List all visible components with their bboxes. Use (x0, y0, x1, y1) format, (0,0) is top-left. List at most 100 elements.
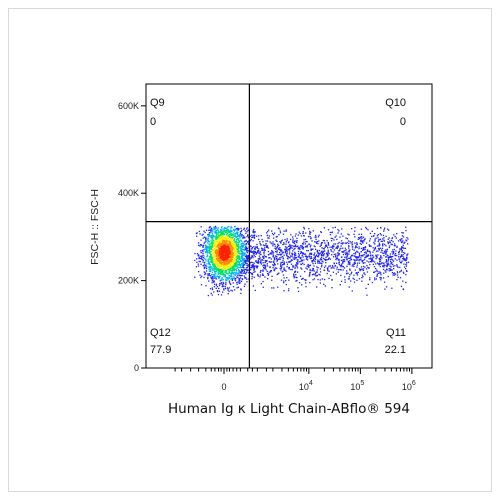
event-dot (225, 255, 227, 257)
event-dot (246, 281, 248, 283)
event-dot (403, 266, 406, 268)
event-dot (405, 281, 407, 284)
event-dot (204, 231, 206, 234)
event-dot (306, 256, 308, 258)
event-dot (295, 276, 297, 278)
event-dot (403, 258, 405, 260)
event-dot (203, 267, 205, 270)
event-dot (358, 254, 361, 256)
event-dot (372, 257, 374, 259)
event-dot (241, 258, 244, 260)
event-dot (237, 286, 239, 288)
event-dot (249, 240, 251, 242)
event-dot (223, 254, 225, 256)
event-dot (351, 254, 354, 256)
event-dot (356, 256, 358, 259)
event-dot (377, 234, 379, 236)
event-dot (225, 249, 227, 251)
event-dot (358, 259, 360, 261)
event-dot (361, 268, 363, 270)
event-dot (316, 250, 318, 252)
event-dot (392, 255, 394, 258)
event-dot (228, 247, 230, 249)
event-dot (306, 244, 308, 247)
event-dot (294, 264, 297, 266)
event-dot (246, 247, 249, 250)
event-dot (234, 238, 236, 240)
event-dot (224, 275, 227, 277)
event-dot (369, 279, 371, 281)
event-dot (210, 292, 212, 294)
event-dot (230, 246, 232, 248)
event-dot (373, 266, 376, 268)
event-dot (348, 234, 350, 236)
event-dot (211, 287, 213, 289)
event-dot (294, 271, 296, 273)
event-dot (227, 262, 229, 264)
event-dot (270, 271, 272, 273)
event-dot (209, 261, 211, 263)
event-dot (256, 247, 259, 249)
event-dot (358, 255, 361, 257)
event-dot (337, 245, 339, 247)
event-dot (273, 261, 275, 263)
event-dot (205, 249, 208, 251)
event-dot (366, 249, 368, 251)
event-dot (312, 230, 314, 232)
event-dot (317, 251, 319, 254)
event-dot (339, 248, 341, 250)
event-dot (222, 269, 224, 271)
event-dot (357, 262, 359, 264)
event-dot (283, 263, 285, 266)
event-dot (211, 274, 213, 276)
event-dot (361, 274, 364, 276)
event-dot (247, 265, 249, 267)
event-dot (289, 245, 291, 247)
event-dot (239, 253, 242, 255)
event-dot (399, 271, 401, 273)
event-dot (199, 274, 201, 276)
event-dot (282, 256, 284, 258)
event-dot (244, 261, 246, 263)
event-dot (254, 251, 256, 254)
event-dot (340, 266, 342, 268)
event-dot (401, 246, 404, 248)
event-dot (263, 248, 265, 250)
event-dot (320, 262, 322, 264)
event-dot (210, 235, 213, 237)
event-dot (240, 244, 243, 247)
event-dot (230, 264, 232, 266)
event-dot (211, 232, 214, 235)
event-dot (219, 246, 221, 248)
event-dot (224, 271, 226, 273)
event-dot (222, 251, 224, 253)
event-dot (210, 236, 212, 238)
event-dot (392, 241, 394, 243)
event-dot (244, 268, 246, 270)
event-dot (216, 290, 219, 293)
event-dot (229, 239, 231, 241)
event-dot (296, 259, 298, 261)
event-dot (312, 248, 314, 250)
event-dot (246, 247, 248, 249)
event-dot (394, 265, 396, 267)
event-dot (249, 261, 251, 264)
event-dot (205, 270, 208, 272)
event-dot (249, 251, 252, 253)
event-dot (347, 260, 349, 263)
event-dot (379, 233, 381, 235)
event-dot (225, 284, 227, 286)
event-dot (224, 260, 226, 262)
event-dot (212, 245, 215, 248)
event-dot (264, 249, 266, 251)
event-dot (218, 270, 221, 272)
event-dot (203, 255, 205, 257)
event-dot (349, 260, 351, 262)
event-dot (376, 273, 378, 275)
event-dot (228, 262, 230, 264)
y-tick-label: 0 (134, 363, 139, 373)
event-dot (284, 269, 286, 271)
event-dot (342, 235, 344, 237)
event-dot (243, 252, 245, 255)
event-dot (393, 245, 395, 247)
